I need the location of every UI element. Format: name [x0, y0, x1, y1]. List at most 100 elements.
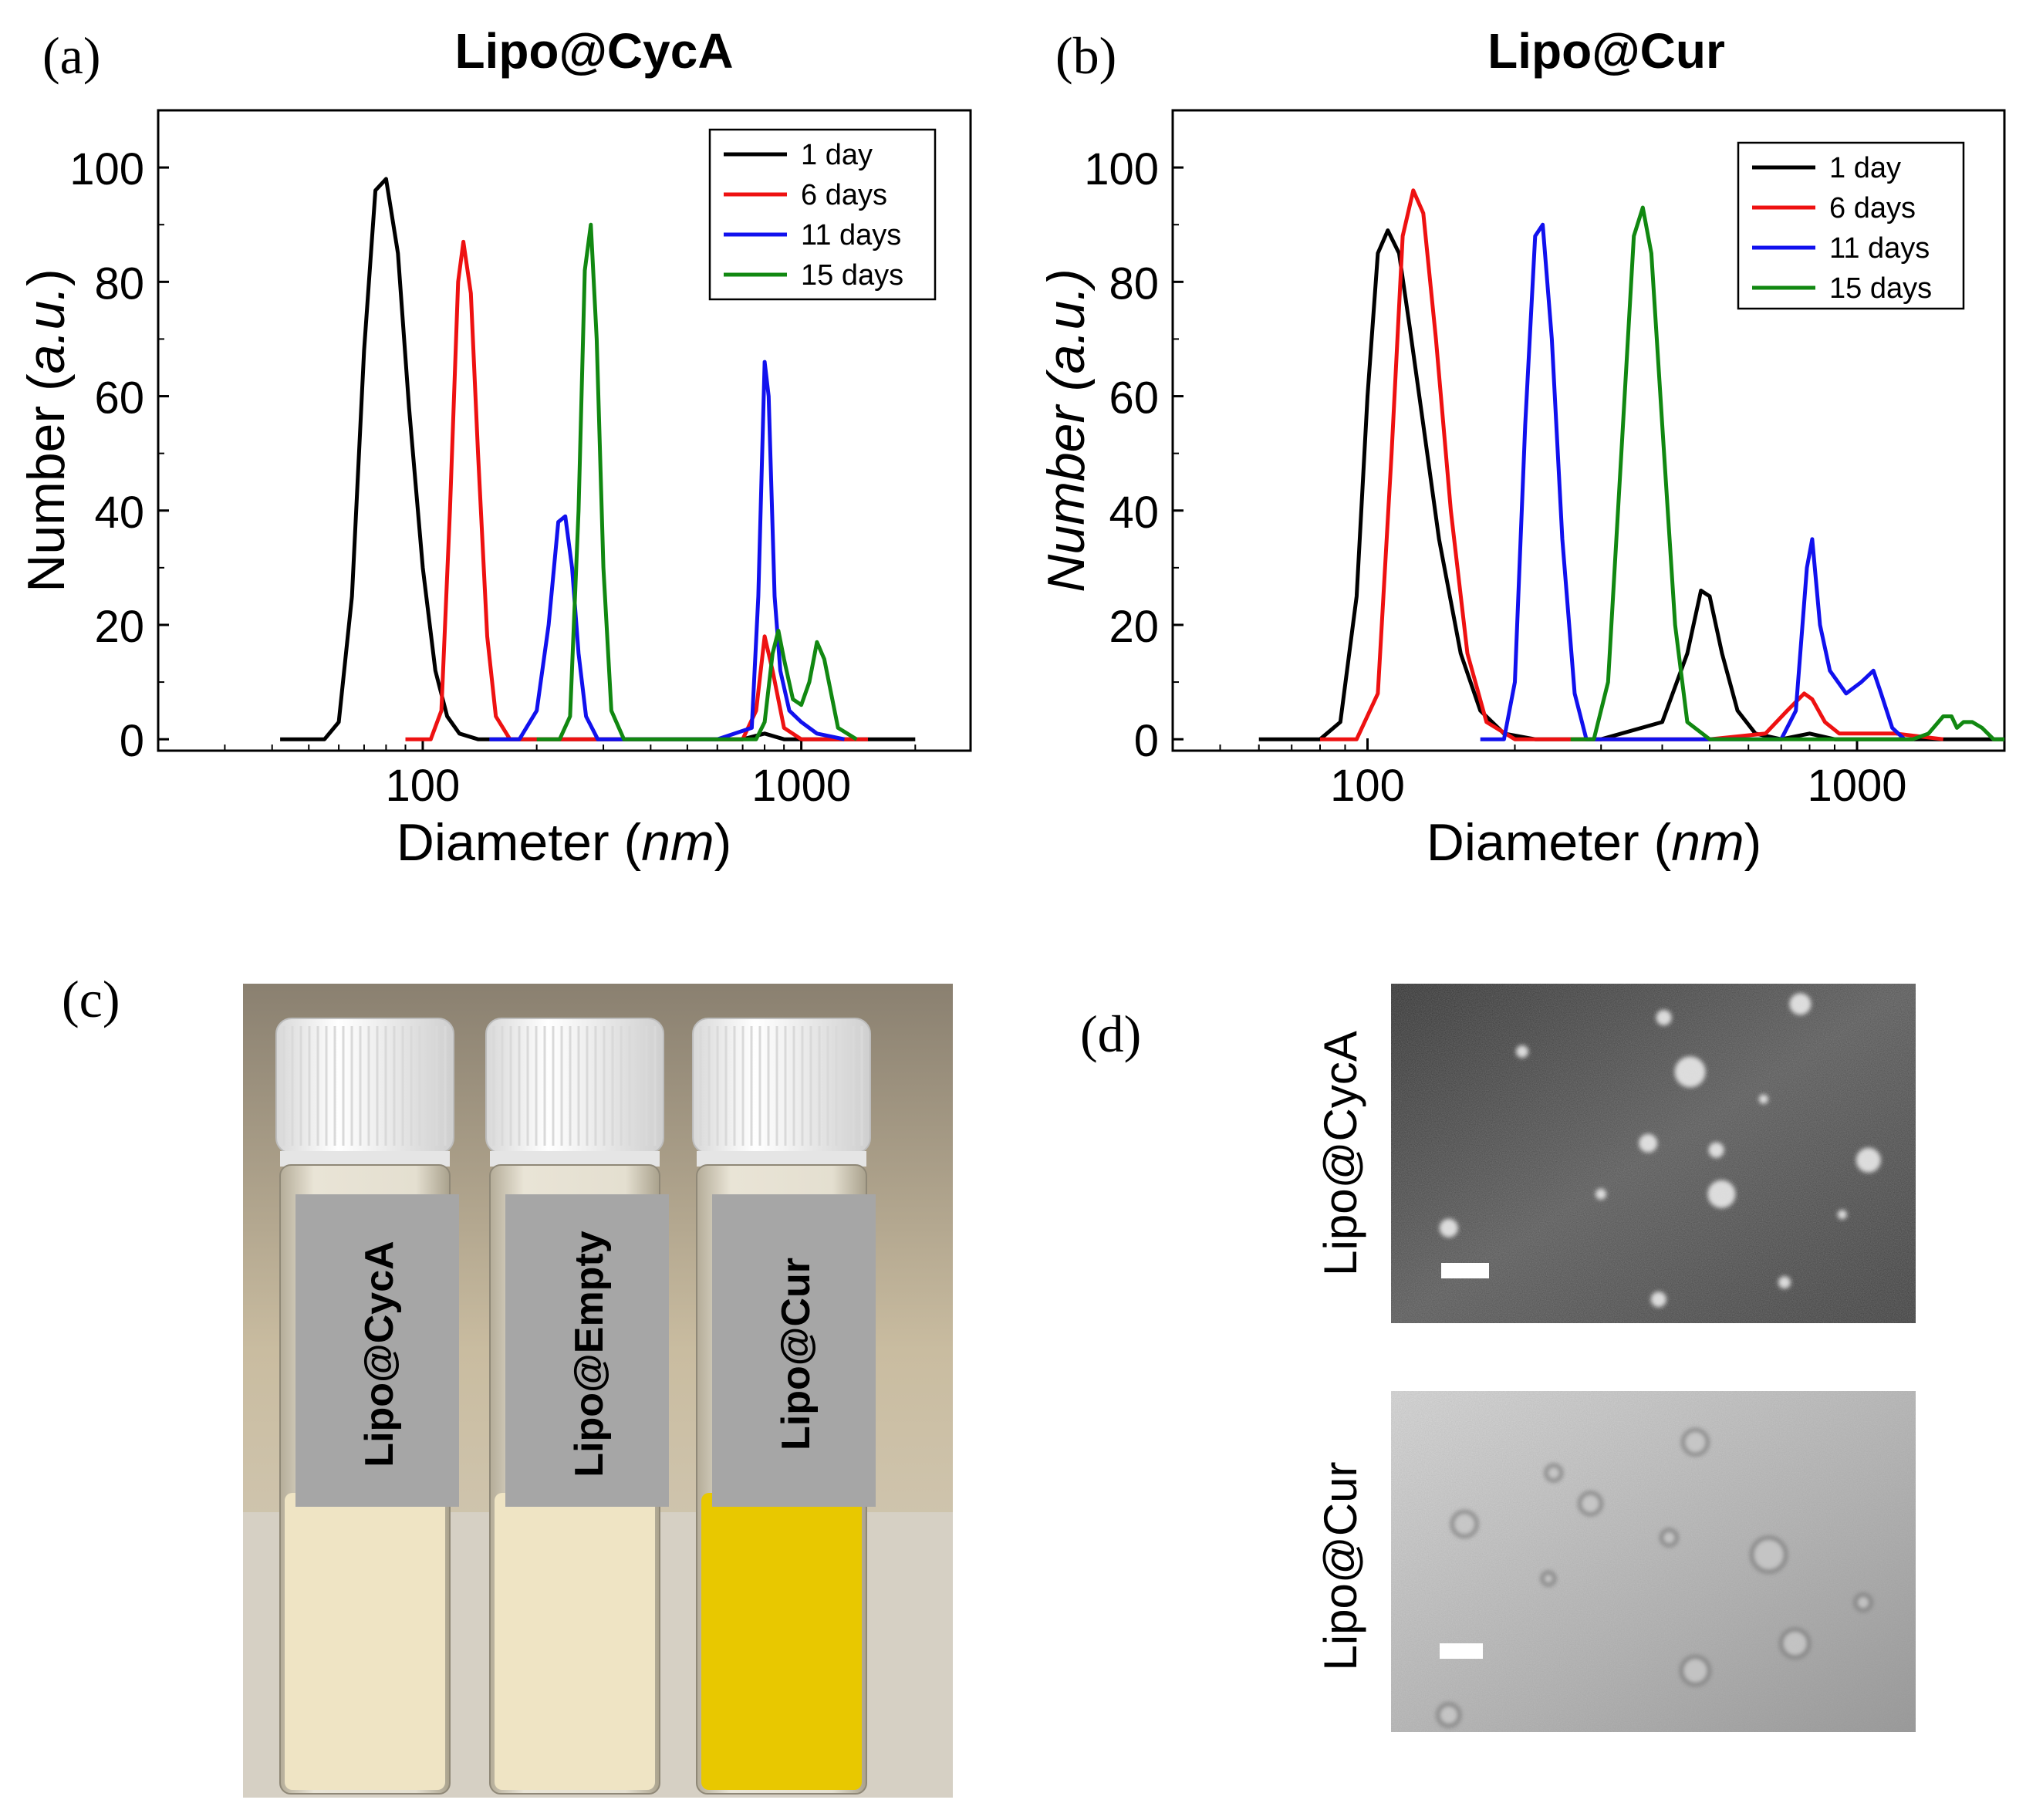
- x-tick-label: 100: [1330, 761, 1405, 811]
- cap-rim: [697, 1151, 866, 1167]
- y-tick-label: 0: [1134, 716, 1159, 766]
- particle: [1595, 1188, 1606, 1200]
- legend-label: 6 days: [801, 179, 887, 211]
- particle-rim: [1450, 1510, 1479, 1538]
- panel-label-d: (d): [1080, 1005, 1141, 1063]
- particle-rim: [1681, 1428, 1710, 1457]
- tem-label: Lipo@CycA: [1315, 1031, 1366, 1276]
- vial: Lipo@Empty: [485, 1018, 669, 1795]
- y-axis-label: Number (a.u.): [1037, 268, 1096, 592]
- chart-title: Lipo@CycA: [454, 23, 733, 79]
- x-axis: 100 1000: [224, 738, 917, 811]
- particle: [1855, 1595, 1871, 1611]
- x-axis-label: Diameter (nm): [397, 813, 732, 872]
- panel-label-b: (b): [1055, 26, 1116, 85]
- chart-lipo-cyca: Lipo@CycA 0 20 40 60 80 100 100 1000 Diameter …: [17, 23, 972, 872]
- tem-images: Lipo@CycA Lipo@Cur: [1315, 984, 1916, 1732]
- particle: [1579, 1492, 1602, 1514]
- series-group: [280, 177, 916, 741]
- y-tick-label: 80: [1109, 258, 1159, 309]
- y-tick-label: 40: [94, 488, 144, 538]
- particle-rim: [1436, 1702, 1461, 1727]
- y-axis-label: Number (a.u.): [17, 268, 76, 592]
- particle: [1639, 1133, 1658, 1153]
- tem-noise: [1391, 1391, 1916, 1732]
- particle: [1683, 1430, 1708, 1455]
- vial-label: [505, 1194, 669, 1507]
- particle: [1650, 1292, 1666, 1308]
- particle-rim: [1578, 1491, 1603, 1516]
- x-tick-label: 1000: [751, 761, 851, 811]
- particle: [1516, 1045, 1528, 1058]
- scale-bar: [1441, 1263, 1489, 1278]
- particle: [1781, 1629, 1809, 1658]
- series-line-6-days: [405, 239, 868, 741]
- vial: Lipo@Cur: [692, 1018, 876, 1795]
- vial-liquid: [495, 1493, 655, 1790]
- particle: [1681, 1656, 1710, 1685]
- particle: [1542, 1572, 1555, 1585]
- x-tick-label: 1000: [1807, 761, 1906, 811]
- particle: [1789, 993, 1812, 1015]
- vial-label: [295, 1194, 459, 1507]
- particle: [1674, 1056, 1706, 1088]
- particle-rim: [1750, 1536, 1788, 1574]
- legend-label: 11 days: [1829, 232, 1930, 265]
- particle: [1751, 1538, 1786, 1572]
- vial-label-text: Lipo@Empty: [567, 1231, 612, 1477]
- plot-frame: [1171, 109, 2006, 752]
- particle-rim: [1854, 1593, 1872, 1612]
- y-tick-label: 100: [69, 144, 144, 194]
- plot-frame: [157, 109, 972, 752]
- scale-bar: [1440, 1643, 1483, 1659]
- vial-liquid: [701, 1493, 862, 1790]
- particle: [1452, 1511, 1477, 1537]
- y-tick-label: 20: [1109, 602, 1159, 652]
- y-tick-label: 20: [94, 602, 144, 652]
- y-tick-label: 0: [120, 716, 144, 766]
- y-tick-label: 40: [1109, 488, 1159, 538]
- legend-label: 15 days: [1829, 272, 1932, 305]
- particle: [1855, 1147, 1881, 1173]
- particle: [1707, 1180, 1736, 1208]
- vial: Lipo@CycA: [275, 1018, 459, 1795]
- y-tick-label: 60: [1109, 373, 1159, 424]
- legend-box: [708, 128, 937, 301]
- vial-label: [712, 1194, 876, 1507]
- vial-label-text: Lipo@Cur: [774, 1258, 819, 1450]
- tem-image-cur: Lipo@Cur: [1315, 1391, 1916, 1732]
- series-group: [1258, 188, 2004, 741]
- y-tick-label: 60: [94, 373, 144, 424]
- cap-rim: [490, 1151, 660, 1167]
- series-line-15-days: [1570, 205, 2004, 741]
- particle-rim: [1660, 1528, 1679, 1548]
- particle: [1545, 1465, 1562, 1481]
- particle: [1778, 1276, 1791, 1289]
- legend-label: 1 day: [1829, 152, 1901, 184]
- legend-label: 15 days: [801, 259, 903, 292]
- particle: [1837, 1210, 1847, 1220]
- y-tick-label: 100: [1084, 144, 1159, 194]
- y-tick-label: 80: [94, 258, 144, 309]
- y-axis: 0 20 40 60 80 100: [1084, 144, 1184, 766]
- series-line-15-days: [536, 222, 858, 741]
- particle-rim: [1544, 1464, 1563, 1483]
- x-axis-label: Diameter (nm): [1427, 813, 1762, 872]
- legend-label: 1 day: [801, 139, 873, 171]
- series-line-1-day: [280, 177, 916, 741]
- legend-label: 11 days: [801, 219, 901, 252]
- particle: [1656, 1010, 1672, 1025]
- panel-label-c: (c): [62, 970, 120, 1028]
- particle: [1437, 1704, 1460, 1726]
- particle: [1661, 1530, 1677, 1546]
- legend-label: 6 days: [1829, 192, 1916, 225]
- chart-lipo-cur: Lipo@Cur 0 20 40 60 80 100 100 1000 Diameter (…: [1037, 23, 2006, 872]
- vial-label-text: Lipo@CycA: [357, 1241, 402, 1467]
- particle: [1708, 1142, 1724, 1158]
- vial-liquid: [285, 1493, 445, 1790]
- panel-label-a: (a): [42, 26, 100, 85]
- vials-photo: Lipo@CycA Lipo@Empty Lipo@Cur: [243, 984, 953, 1798]
- particle-rim: [1680, 1655, 1711, 1687]
- legend: 1 day 6 days 11 days 15 days: [708, 128, 937, 301]
